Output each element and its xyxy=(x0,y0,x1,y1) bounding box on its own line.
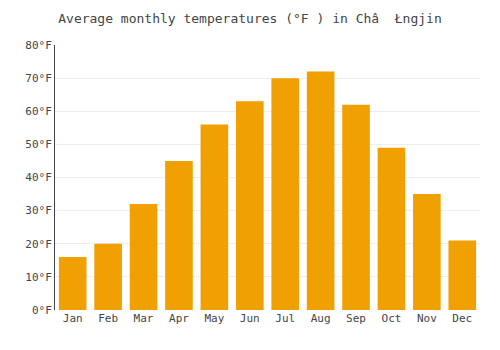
svg-text:Dec: Dec xyxy=(452,312,472,325)
svg-text:10°F: 10°F xyxy=(25,271,52,284)
svg-text:30°F: 30°F xyxy=(25,204,52,217)
svg-text:Oct: Oct xyxy=(382,312,402,325)
svg-text:0°F: 0°F xyxy=(32,304,52,317)
svg-text:Sep: Sep xyxy=(346,312,366,325)
svg-text:70°F: 70°F xyxy=(25,72,52,85)
svg-text:20°F: 20°F xyxy=(25,238,52,251)
svg-text:May: May xyxy=(204,312,224,325)
svg-text:Aug: Aug xyxy=(311,312,331,325)
svg-text:60°F: 60°F xyxy=(25,105,52,118)
svg-text:Average monthly temperatures (: Average monthly temperatures (°F ) in Ch… xyxy=(58,11,442,26)
svg-text:Jun: Jun xyxy=(240,312,260,325)
svg-text:40°F: 40°F xyxy=(25,171,52,184)
svg-text:50°F: 50°F xyxy=(25,138,52,151)
svg-text:Feb: Feb xyxy=(98,312,118,325)
svg-text:Apr: Apr xyxy=(169,312,189,325)
svg-text:Jul: Jul xyxy=(275,312,295,325)
svg-text:Nov: Nov xyxy=(417,312,437,325)
svg-text:Jan: Jan xyxy=(63,312,83,325)
svg-text:Mar: Mar xyxy=(134,312,154,325)
svg-text:80°F: 80°F xyxy=(25,39,52,52)
